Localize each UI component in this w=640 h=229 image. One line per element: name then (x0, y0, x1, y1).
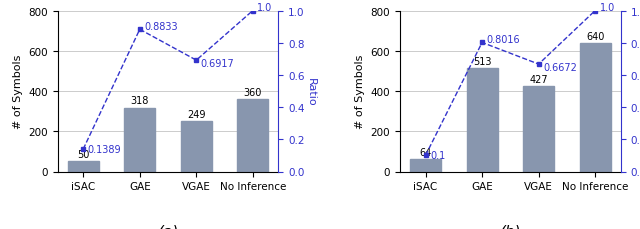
Text: 249: 249 (187, 110, 205, 120)
Bar (467, 69, 498, 172)
Text: (b): (b) (500, 223, 521, 229)
Text: 360: 360 (244, 88, 262, 98)
Text: 318: 318 (131, 96, 149, 106)
Text: 1.0: 1.0 (257, 3, 273, 13)
Text: 513: 513 (473, 57, 492, 67)
Bar (410, 159, 441, 172)
Text: 50: 50 (77, 150, 90, 160)
Y-axis label: # of Symbols: # of Symbols (13, 55, 22, 129)
Bar (68, 162, 99, 172)
Text: 0.6672: 0.6672 (543, 63, 577, 73)
Text: 0.8833: 0.8833 (144, 22, 178, 32)
Text: 0.1: 0.1 (430, 151, 445, 161)
Text: 640: 640 (586, 32, 604, 41)
Y-axis label: # of Symbols: # of Symbols (355, 55, 365, 129)
Bar (237, 100, 268, 172)
Bar (124, 108, 156, 172)
Bar (580, 44, 611, 172)
Text: (a): (a) (157, 223, 179, 229)
Bar (180, 122, 212, 172)
Text: 64: 64 (419, 147, 431, 157)
Y-axis label: Ratio: Ratio (306, 77, 316, 106)
Text: 1.0: 1.0 (600, 3, 615, 13)
Text: 427: 427 (529, 74, 548, 84)
Text: 0.6917: 0.6917 (201, 59, 235, 69)
Bar (523, 86, 554, 172)
Text: 0.8016: 0.8016 (486, 35, 520, 45)
Text: 0.1389: 0.1389 (88, 144, 122, 155)
